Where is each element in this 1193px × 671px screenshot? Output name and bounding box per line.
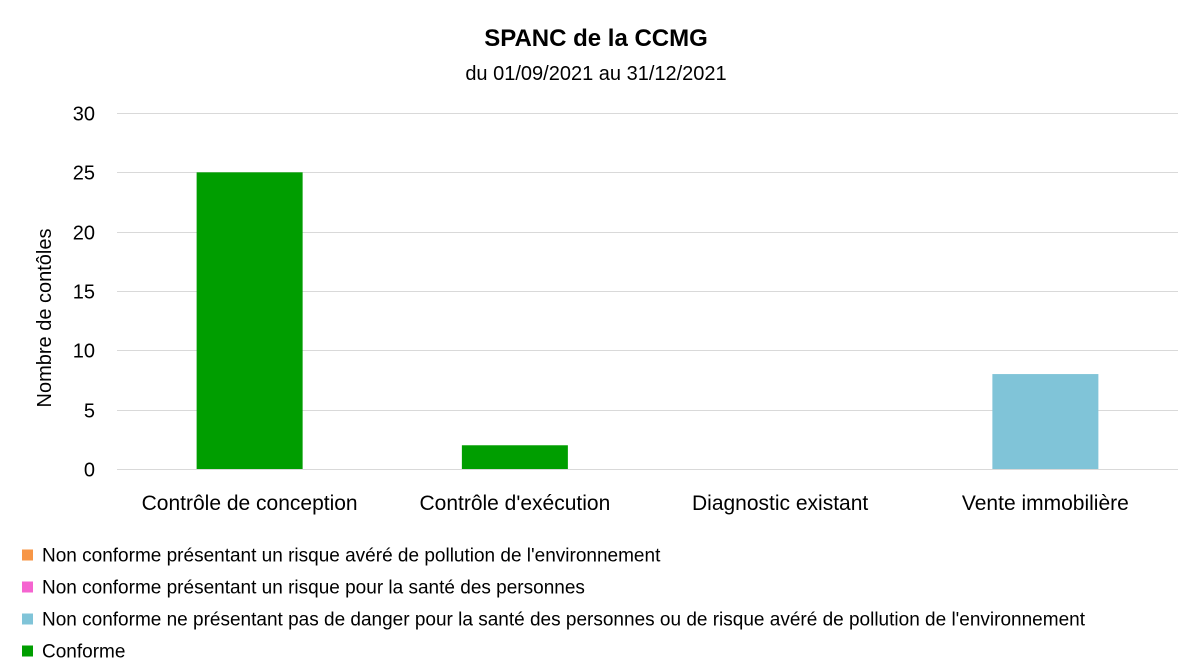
legend-item: Non conforme ne présentant pas de danger… — [22, 610, 1086, 631]
legend-item: Non conforme présentant un risque pour l… — [22, 578, 585, 599]
chart-subtitle: du 01/09/2021 au 31/12/2021 — [465, 63, 726, 85]
bars — [196, 172, 1099, 470]
chart-title: SPANC de la CCMG — [484, 25, 708, 52]
legend-label: Non conforme présentant un risque pour l… — [42, 578, 585, 599]
legend-item: Non conforme présentant un risque avéré … — [22, 546, 661, 567]
legend-marker — [22, 549, 33, 561]
legend: Non conforme présentant un risque avéré … — [22, 546, 1086, 663]
category-label: Vente immobilière — [962, 492, 1129, 515]
x-axis-categories: Contrôle de conception Contrôle d'exécuti… — [142, 492, 1129, 515]
y-tick-label: 30 — [73, 104, 95, 126]
legend-label: Non conforme présentant un risque avéré … — [42, 546, 661, 567]
category-label: Contrôle d'exécution — [419, 492, 610, 515]
bar — [196, 172, 303, 470]
y-tick-label: 15 — [73, 282, 95, 304]
y-tick-label: 10 — [73, 341, 95, 363]
legend-marker — [22, 645, 33, 657]
y-tick-label: 25 — [73, 163, 95, 185]
y-axis-label: Nombre de contôles — [34, 229, 56, 408]
category-label: Contrôle de conception — [142, 492, 358, 515]
legend-item: Conforme — [22, 642, 125, 663]
y-tick-label: 20 — [73, 223, 95, 245]
bar — [461, 445, 568, 469]
category-label: Diagnostic existant — [692, 492, 868, 515]
legend-label: Conforme — [42, 642, 125, 663]
legend-marker — [22, 613, 33, 625]
y-tick-label: 5 — [84, 401, 95, 423]
bar — [992, 374, 1099, 469]
legend-label: Non conforme ne présentant pas de danger… — [42, 610, 1086, 631]
y-axis-ticks: 0 5 10 15 20 25 30 — [73, 104, 95, 482]
legend-marker — [22, 581, 33, 593]
y-tick-label: 0 — [84, 460, 95, 482]
